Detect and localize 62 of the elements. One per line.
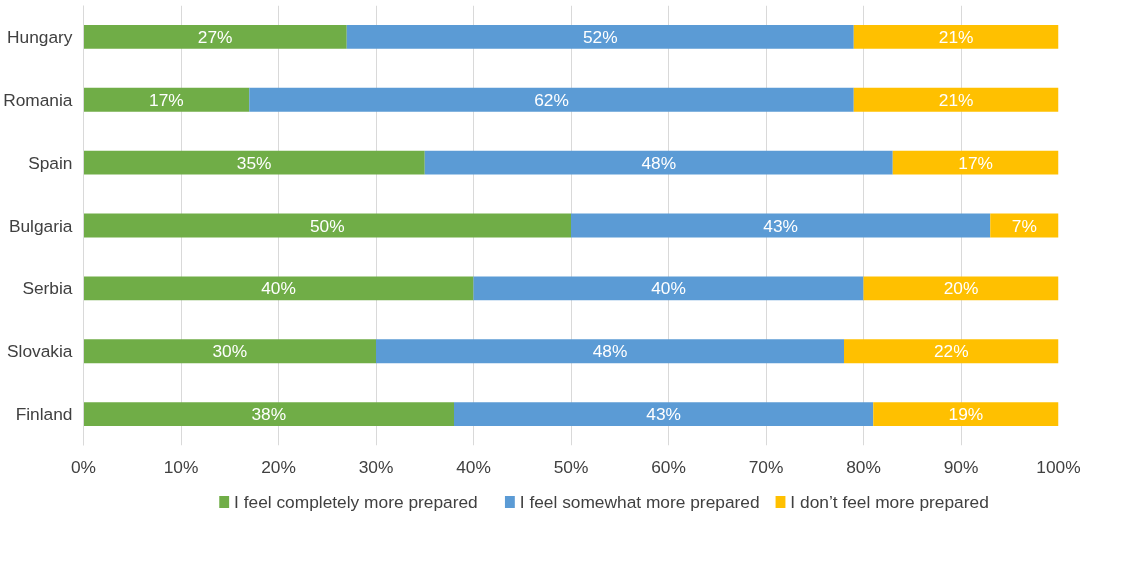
bar — [376, 339, 844, 364]
data-label: 27% — [197, 26, 233, 47]
y-tick-label: Bulgaria — [8, 215, 73, 236]
data-label: 40% — [651, 278, 686, 299]
x-tick-label: 60% — [651, 456, 686, 477]
data-label: 43% — [763, 215, 798, 236]
legend-label: I feel completely more prepared — [234, 492, 478, 512]
data-label: 20% — [943, 278, 979, 299]
bar — [346, 24, 854, 49]
data-label: 50% — [309, 215, 345, 236]
data-label: 30% — [212, 341, 248, 362]
bar — [853, 87, 1059, 112]
bar — [83, 213, 571, 238]
data-label: 21% — [938, 89, 974, 110]
x-tick-label: 100% — [1036, 456, 1081, 477]
y-tick-label: Slovakia — [7, 341, 73, 362]
data-label: 48% — [641, 152, 677, 173]
data-label: 38% — [251, 404, 287, 425]
data-label: 19% — [948, 404, 984, 425]
bar — [571, 213, 991, 238]
bar — [249, 87, 854, 112]
data-label: 52% — [582, 26, 618, 47]
data-label: 22% — [933, 341, 969, 362]
data-label: 40% — [261, 278, 296, 299]
data-label: 35% — [236, 152, 272, 173]
x-tick-label: 20% — [261, 456, 296, 477]
x-tick-label: 10% — [163, 456, 199, 477]
y-tick-label: Spain — [28, 152, 73, 173]
bar — [454, 402, 874, 427]
data-label: 17% — [149, 89, 184, 110]
bar — [83, 150, 425, 175]
data-label: 7% — [1011, 215, 1037, 236]
x-tick-label: 90% — [943, 456, 979, 477]
data-label: 17% — [958, 152, 993, 173]
y-tick-label: Romania — [3, 89, 73, 110]
y-tick-label: Serbia — [22, 278, 73, 299]
bar — [83, 276, 474, 301]
y-tick-label: Hungary — [7, 26, 73, 47]
bar — [83, 402, 454, 427]
bar — [83, 87, 250, 112]
bar — [873, 402, 1059, 427]
bar — [424, 150, 893, 175]
x-tick-label: 0% — [70, 456, 97, 477]
bar — [473, 276, 864, 301]
x-tick-label: 70% — [748, 456, 784, 477]
bar — [83, 339, 376, 364]
bar — [892, 150, 1059, 175]
x-tick-label: 80% — [846, 456, 881, 477]
legend-label: I don’t feel more prepared — [790, 492, 989, 512]
bar — [853, 24, 1059, 49]
x-tick-label: 40% — [456, 456, 491, 477]
bar — [844, 339, 1059, 364]
data-label: 43% — [646, 404, 681, 425]
data-label: 48% — [592, 341, 628, 362]
bar — [83, 24, 347, 49]
x-tick-label: 30% — [358, 456, 394, 477]
bar — [863, 276, 1059, 301]
y-tick-label: Finland — [15, 404, 73, 425]
data-label: 62% — [534, 89, 569, 110]
x-tick-label: 50% — [553, 456, 589, 477]
legend-label: I feel somewhat more prepared — [519, 492, 760, 512]
data-label: 21% — [938, 26, 974, 47]
